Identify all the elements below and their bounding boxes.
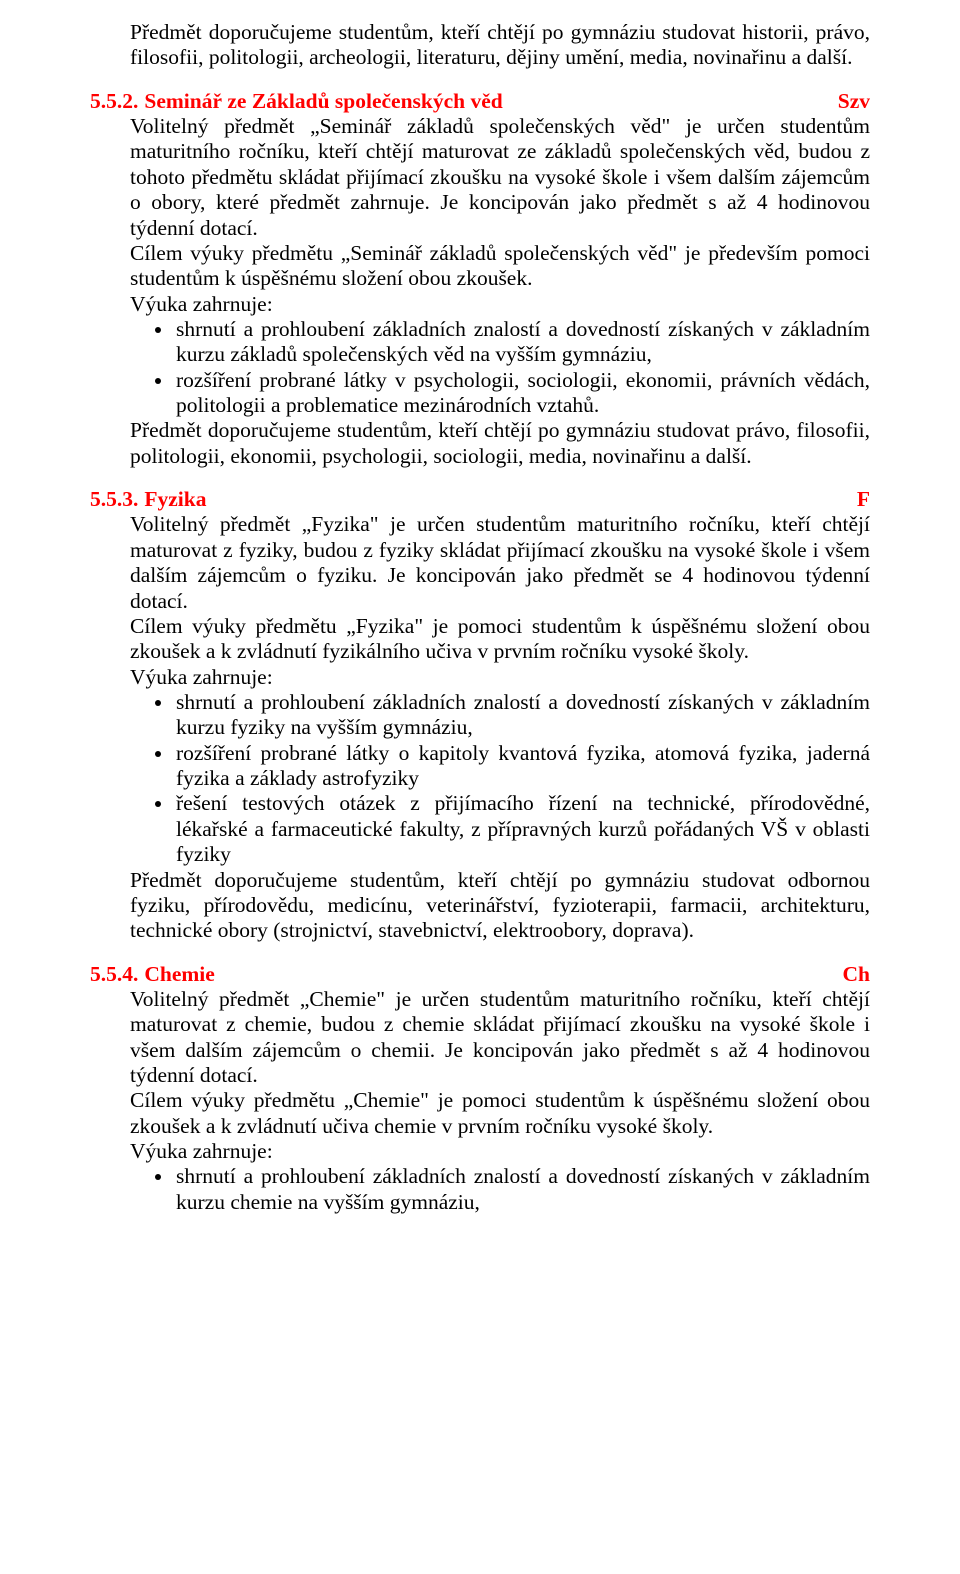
section-abbr: Ch <box>843 962 870 987</box>
list-item: shrnutí a prohloubení základních znalost… <box>174 317 870 368</box>
section-title: Chemie <box>144 962 214 987</box>
bullets-lead: Výuka zahrnuje: <box>130 665 870 690</box>
paragraph: Cílem výuky předmětu „Fyzika" je pomoci … <box>130 614 870 665</box>
document-page: Předmět doporučujeme studentům, kteří ch… <box>0 0 960 1255</box>
paragraph: Cílem výuky předmětu „Chemie" je pomoci … <box>130 1088 870 1139</box>
list-item: shrnutí a prohloubení základních znalost… <box>174 690 870 741</box>
paragraph: Volitelný předmět „Seminář základů spole… <box>130 114 870 241</box>
bullets-lead: Výuka zahrnuje: <box>130 292 870 317</box>
bullet-list-554: shrnutí a prohloubení základních znalost… <box>130 1164 870 1215</box>
paragraph: Předmět doporučujeme studentům, kteří ch… <box>130 868 870 944</box>
section-body-552: Volitelný předmět „Seminář základů spole… <box>130 114 870 317</box>
paragraph: Předmět doporučujeme studentům, kteří ch… <box>130 418 870 469</box>
paragraph: Volitelný předmět „Fyzika" je určen stud… <box>130 512 870 613</box>
section-body-553: Volitelný předmět „Fyzika" je určen stud… <box>130 512 870 690</box>
list-item: rozšíření probrané látky o kapitoly kvan… <box>174 741 870 792</box>
section-title: Seminář ze Základů společenských věd <box>144 89 502 114</box>
section-number: 5.5.3. <box>90 487 138 512</box>
list-item: shrnutí a prohloubení základních znalost… <box>174 1164 870 1215</box>
section-number: 5.5.4. <box>90 962 138 987</box>
bullet-list-552: shrnutí a prohloubení základních znalost… <box>130 317 870 418</box>
section-body-554: Volitelný předmět „Chemie" je určen stud… <box>130 987 870 1165</box>
list-item: řešení testových otázek z přijímacího ří… <box>174 791 870 867</box>
section-title: Fyzika <box>144 487 206 512</box>
intro-paragraph: Předmět doporučujeme studentům, kteří ch… <box>130 20 870 71</box>
section-heading-553: 5.5.3. Fyzika F <box>90 487 870 512</box>
bullets-lead: Výuka zahrnuje: <box>130 1139 870 1164</box>
paragraph: Volitelný předmět „Chemie" je určen stud… <box>130 987 870 1088</box>
section-abbr: Szv <box>838 89 870 114</box>
section-heading-552: 5.5.2. Seminář ze Základů společenských … <box>90 89 870 114</box>
section-tail-553: Předmět doporučujeme studentům, kteří ch… <box>130 868 870 944</box>
list-item: rozšíření probrané látky v psychologii, … <box>174 368 870 419</box>
bullet-list-553: shrnutí a prohloubení základních znalost… <box>130 690 870 868</box>
section-number: 5.5.2. <box>90 89 138 114</box>
section-tail-552: Předmět doporučujeme studentům, kteří ch… <box>130 418 870 469</box>
paragraph: Cílem výuky předmětu „Seminář základů sp… <box>130 241 870 292</box>
section-heading-554: 5.5.4. Chemie Ch <box>90 962 870 987</box>
section-abbr: F <box>857 487 870 512</box>
